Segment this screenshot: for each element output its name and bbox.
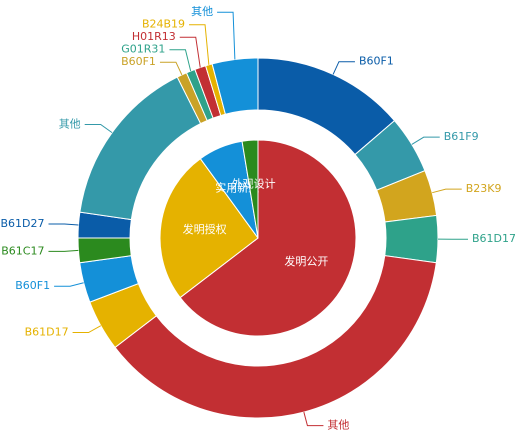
slice-label: H01R13 <box>132 30 176 43</box>
slice <box>241 139 259 239</box>
slice <box>211 57 259 115</box>
leader-line <box>159 61 183 76</box>
slice-label: B60F1 <box>121 55 156 68</box>
slice-label: 发明授权 <box>183 222 227 236</box>
leader-line <box>432 188 462 194</box>
slice-label: 其他 <box>191 5 213 18</box>
leader-line <box>332 61 355 75</box>
leader-line <box>48 249 79 252</box>
slice-label: B61D17 <box>472 232 515 245</box>
leader-line <box>189 24 210 65</box>
slice-label: 其他 <box>59 117 81 130</box>
leader-line <box>411 136 440 145</box>
slice-label: 外观设计 <box>232 177 276 190</box>
slice-label: B24B19 <box>142 18 185 31</box>
leader-line <box>217 11 236 60</box>
slice <box>114 255 437 419</box>
slice <box>179 139 357 337</box>
slice-label: B23K9 <box>466 182 502 195</box>
slice-label: B60F1 <box>359 55 394 68</box>
slice <box>159 158 259 299</box>
slice-label: 实用新型 <box>215 180 259 194</box>
slice-label: 发明公开 <box>284 254 328 268</box>
slice-label: B61D27 <box>0 217 44 230</box>
leader-line <box>179 36 201 68</box>
slice-label: B61D17 <box>25 326 69 339</box>
leader-line <box>48 223 79 226</box>
leader-line <box>84 123 113 134</box>
slice-label: G01R31 <box>121 43 165 56</box>
leader-line <box>54 282 84 287</box>
slice-label: 其他 <box>327 419 349 432</box>
slice-label: B60F1 <box>15 279 50 292</box>
slice-label: B61F9 <box>444 130 479 143</box>
slice <box>384 214 439 264</box>
slice-label: B61C17 <box>1 244 44 257</box>
leader-line <box>72 325 102 334</box>
leader-line <box>169 49 192 72</box>
leader-line <box>303 411 324 427</box>
